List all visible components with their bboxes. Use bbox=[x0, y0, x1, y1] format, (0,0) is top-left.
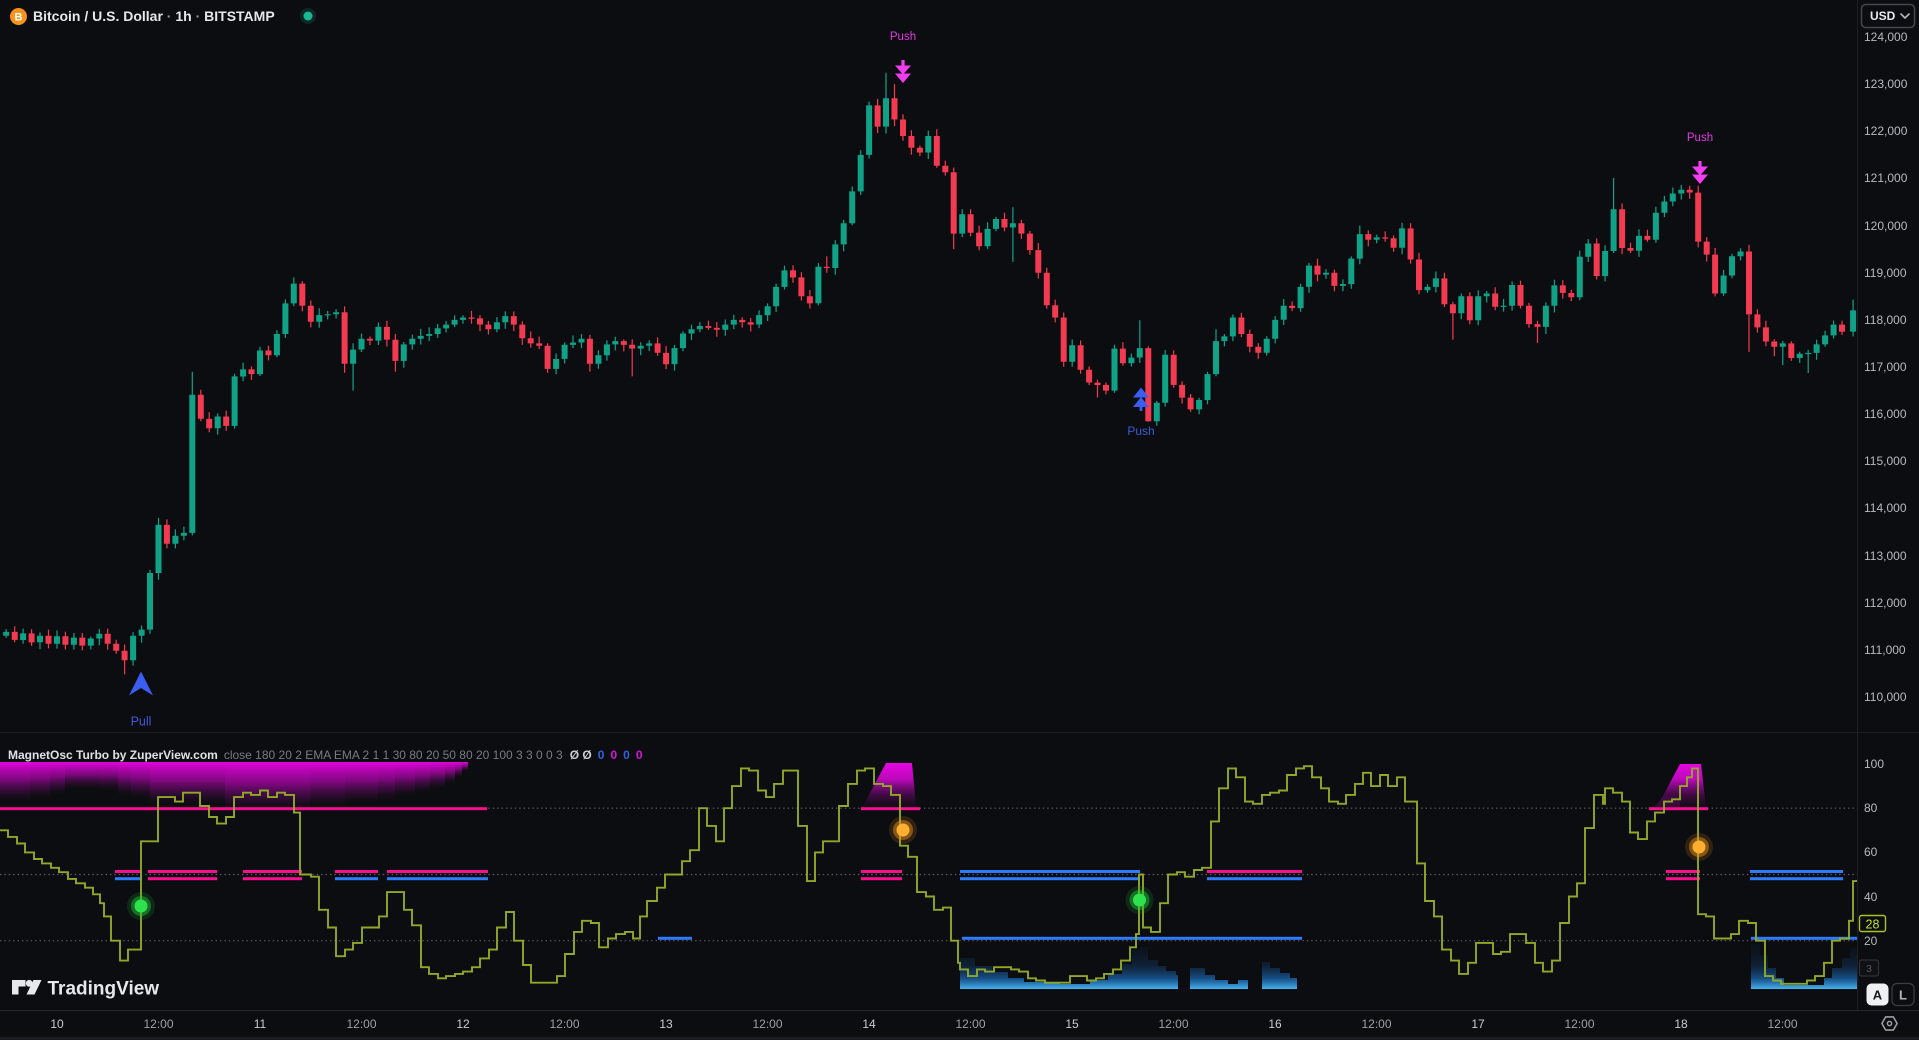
svg-text:14: 14 bbox=[862, 1017, 876, 1031]
svg-text:113,000: 113,000 bbox=[1864, 549, 1907, 563]
svg-text:MagnetOsc Turbo by ZuperView.c: MagnetOsc Turbo by ZuperView.com close 18… bbox=[8, 748, 643, 762]
svg-text:12:00: 12:00 bbox=[1564, 1017, 1594, 1031]
svg-text:121,000: 121,000 bbox=[1864, 171, 1908, 185]
svg-text:118,000: 118,000 bbox=[1864, 313, 1907, 327]
svg-text:12:00: 12:00 bbox=[346, 1017, 376, 1031]
svg-text:124,000: 124,000 bbox=[1864, 30, 1908, 44]
svg-text:12:00: 12:00 bbox=[549, 1017, 579, 1031]
svg-text:Push: Push bbox=[890, 31, 916, 43]
svg-text:10: 10 bbox=[50, 1017, 64, 1031]
svg-text:110,000: 110,000 bbox=[1864, 690, 1907, 704]
svg-text:15: 15 bbox=[1065, 1017, 1079, 1031]
svg-text:12:00: 12:00 bbox=[1158, 1017, 1188, 1031]
svg-text:12: 12 bbox=[456, 1017, 470, 1031]
svg-text:20: 20 bbox=[1864, 934, 1878, 948]
svg-text:11: 11 bbox=[254, 1017, 267, 1031]
svg-text:Push: Push bbox=[1687, 132, 1713, 144]
svg-text:Pull: Pull bbox=[131, 715, 152, 729]
svg-text:Bitcoin / U.S. Dollar · 1h · B: Bitcoin / U.S. Dollar · 1h · BITSTAMP bbox=[33, 8, 275, 24]
svg-text:122,000: 122,000 bbox=[1864, 124, 1908, 138]
svg-text:123,000: 123,000 bbox=[1864, 77, 1908, 91]
svg-text:USD: USD bbox=[1870, 9, 1896, 23]
svg-text:TradingView: TradingView bbox=[48, 979, 160, 1000]
svg-text:114,000: 114,000 bbox=[1864, 501, 1907, 515]
svg-text:12:00: 12:00 bbox=[752, 1017, 782, 1031]
svg-text:B: B bbox=[15, 12, 23, 24]
svg-text:119,000: 119,000 bbox=[1864, 266, 1907, 280]
svg-text:100: 100 bbox=[1864, 757, 1884, 771]
svg-text:111,000: 111,000 bbox=[1864, 643, 1906, 657]
svg-text:18: 18 bbox=[1674, 1017, 1688, 1031]
svg-text:116,000: 116,000 bbox=[1864, 407, 1907, 421]
svg-text:17: 17 bbox=[1471, 1017, 1485, 1031]
svg-text:60: 60 bbox=[1864, 845, 1878, 859]
svg-text:80: 80 bbox=[1864, 801, 1878, 815]
svg-text:L: L bbox=[1899, 988, 1907, 1003]
svg-text:A: A bbox=[1873, 988, 1883, 1003]
svg-text:40: 40 bbox=[1864, 890, 1878, 904]
svg-text:Push: Push bbox=[1127, 424, 1154, 438]
svg-text:12:00: 12:00 bbox=[1361, 1017, 1391, 1031]
svg-text:112,000: 112,000 bbox=[1864, 596, 1907, 610]
svg-text:12:00: 12:00 bbox=[1767, 1017, 1797, 1031]
svg-text:115,000: 115,000 bbox=[1864, 454, 1907, 468]
svg-text:12:00: 12:00 bbox=[143, 1017, 173, 1031]
svg-text:120,000: 120,000 bbox=[1864, 219, 1908, 233]
svg-text:16: 16 bbox=[1268, 1017, 1282, 1031]
svg-text:13: 13 bbox=[659, 1017, 673, 1031]
svg-text:3: 3 bbox=[1866, 963, 1872, 975]
svg-text:28: 28 bbox=[1866, 917, 1880, 931]
svg-text:117,000: 117,000 bbox=[1864, 360, 1907, 374]
svg-text:12:00: 12:00 bbox=[955, 1017, 985, 1031]
